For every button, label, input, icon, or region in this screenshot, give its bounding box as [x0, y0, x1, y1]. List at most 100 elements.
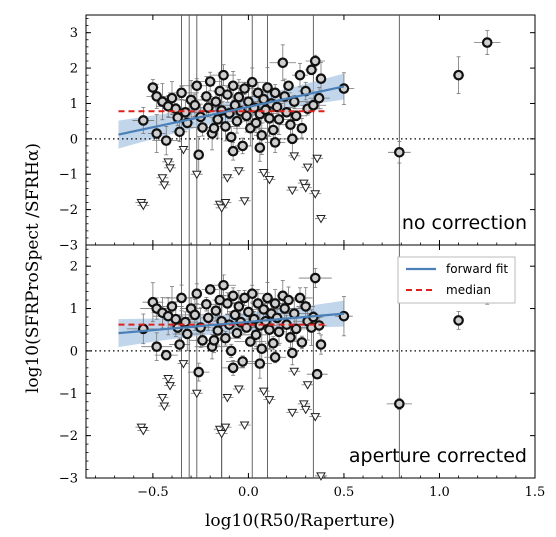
panel-no-correction: −3 −2 −1 0 1 2 3 no correction [59, 14, 536, 254]
data-point [212, 114, 224, 125]
data-point [269, 137, 281, 148]
x-axis-label: log10(R50/Raperture) [205, 511, 395, 531]
data-point [313, 92, 325, 104]
upper-limit-marker [178, 145, 189, 155]
data-point [208, 122, 220, 134]
data-point [264, 113, 275, 124]
data-point [296, 337, 308, 348]
upper-limit-marker [289, 367, 300, 377]
data-point [225, 345, 237, 357]
data-point [212, 325, 224, 336]
data-point [197, 122, 208, 133]
x-tick-label: −0.5 [137, 485, 169, 500]
data-point [218, 279, 229, 291]
upper-limit-marker [258, 387, 269, 397]
upper-limit-marker [312, 154, 323, 164]
data-point [481, 37, 493, 48]
y-tick-label: −3 [59, 472, 78, 487]
upper-limit-marker [264, 176, 275, 185]
upper-limit-marker [287, 408, 298, 418]
upper-limit-marker [298, 179, 309, 189]
data-point [233, 301, 245, 312]
data-point [267, 124, 279, 136]
y-tick-label: −1 [59, 168, 78, 183]
upper-limit-marker [220, 199, 231, 208]
upper-limit-marker [138, 201, 149, 211]
data-point [394, 146, 405, 158]
data-point [273, 114, 285, 125]
y-tick-label: 2 [70, 62, 78, 77]
data-point [220, 121, 231, 132]
plot-frame-bottom [85, 244, 536, 479]
data-point [222, 298, 233, 309]
upper-limit-marker [157, 394, 168, 403]
data-point [191, 288, 203, 300]
y-tick-label: 1 [70, 97, 78, 112]
upper-limit-marker [233, 385, 244, 395]
legend-fit-label: forward fit [446, 262, 508, 276]
data-point [245, 336, 256, 347]
data-point [394, 398, 405, 410]
data-point [189, 309, 201, 321]
upper-limit-marker [316, 214, 326, 224]
data-point [258, 304, 269, 315]
y-axis-label-text: log10(SFRProSpect /SFRHα) [23, 143, 43, 393]
data-point [239, 83, 250, 94]
upper-limit-marker [302, 381, 313, 390]
data-point [239, 292, 250, 304]
y-tick-label: 2 [70, 260, 78, 275]
data-point [271, 312, 283, 324]
data-point [287, 133, 298, 145]
data-point [160, 349, 172, 361]
x-axis-label-text: log10(R50/Raperture) [205, 511, 395, 531]
data-point [222, 89, 233, 100]
data-point [311, 368, 323, 380]
upper-limit-marker [222, 394, 233, 403]
data-point [269, 298, 281, 309]
data-point [315, 339, 327, 350]
data-point [160, 135, 172, 146]
data-point [193, 149, 205, 161]
data-point [262, 292, 273, 304]
x-tick-label: 1.5 [525, 485, 546, 500]
data-point [269, 87, 281, 99]
data-point [252, 87, 264, 99]
upper-limit-marker [316, 472, 326, 481]
data-point [256, 343, 268, 355]
data-point [285, 119, 296, 130]
data-point [338, 83, 350, 94]
data-point [246, 76, 258, 88]
data-point [210, 96, 222, 107]
data-point [201, 91, 212, 102]
y-tick-label: 3 [70, 26, 78, 41]
fit-line [118, 312, 345, 335]
upper-limit-marker [191, 389, 202, 399]
data-point [237, 356, 248, 367]
data-point [290, 323, 302, 335]
data-point [300, 301, 312, 312]
y-tick-label: 0 [70, 344, 78, 359]
panel-aperture-corrected: −3 −2 −1 0 1 2 −0.5 0.0 0.5 1.0 1.5 aperture correc… [59, 244, 546, 500]
data-point [227, 145, 239, 157]
legend-median-label: median [446, 283, 491, 297]
data-point [271, 101, 283, 113]
upper-limit-marker [222, 174, 233, 183]
data-point [151, 128, 162, 139]
data-point [237, 140, 248, 152]
data-point [166, 301, 178, 312]
data-point [308, 99, 319, 111]
upper-limit-marker [302, 163, 313, 173]
data-point [269, 351, 281, 363]
upper-limit-marker [191, 170, 202, 180]
data-point [197, 335, 208, 346]
data-point [287, 347, 298, 359]
data-point [306, 64, 317, 76]
data-point [273, 326, 285, 338]
data-point [220, 332, 231, 344]
data-point [315, 73, 327, 84]
y-tick-label: −2 [59, 203, 78, 218]
upper-limit-marker [214, 425, 225, 435]
data-point [189, 99, 201, 111]
data-point [262, 82, 273, 93]
